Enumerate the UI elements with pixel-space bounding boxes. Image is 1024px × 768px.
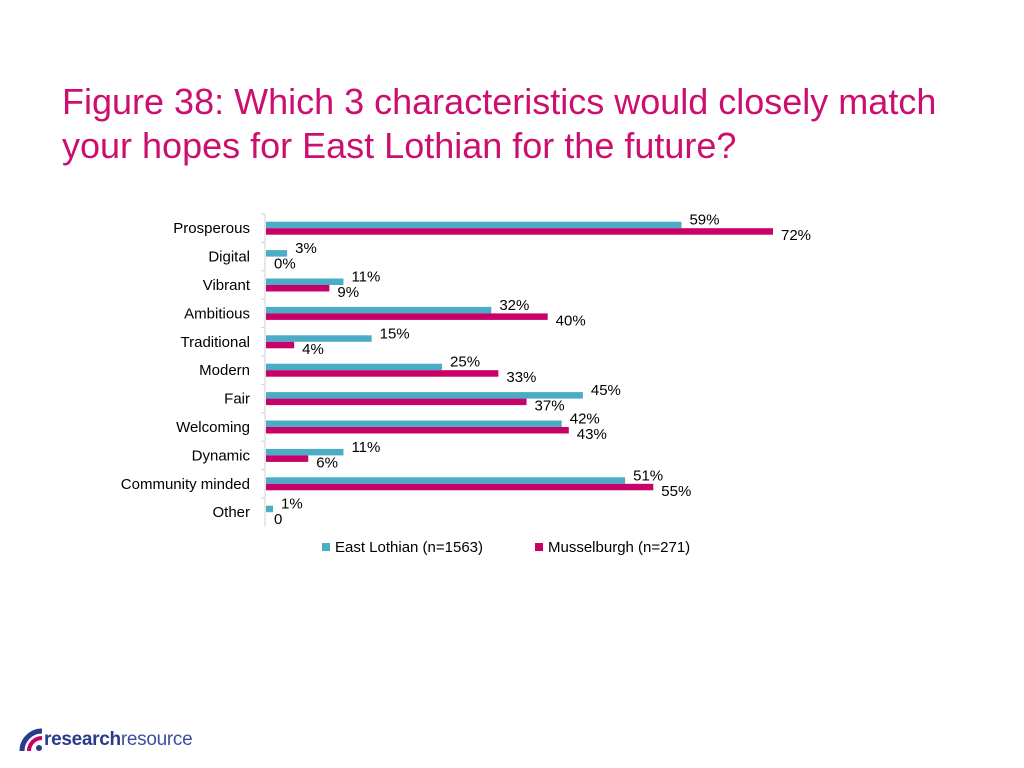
category-label: Digital	[208, 249, 250, 266]
category-label: Traditional	[181, 334, 250, 351]
bar-east-lothian	[266, 477, 626, 484]
category-label: Dynamic	[192, 447, 251, 464]
category-label: Modern	[199, 362, 250, 379]
value-label-east-lothian: 11%	[351, 269, 380, 286]
bar-east-lothian	[266, 420, 562, 427]
value-label-musselburgh: 0%	[274, 256, 296, 273]
category-label: Other	[212, 504, 250, 521]
legend-swatch-east-lothian	[322, 543, 330, 551]
logo-icon	[19, 728, 43, 752]
page-title: Figure 38: Which 3 characteristics would…	[62, 81, 937, 166]
value-label-musselburgh: 40%	[556, 312, 586, 329]
category-label: Vibrant	[203, 277, 251, 294]
bar-musselburgh	[266, 341, 295, 349]
logo-text-light: resource	[120, 729, 193, 750]
value-label-musselburgh: 55%	[661, 483, 691, 500]
bar-east-lothian	[266, 363, 443, 371]
value-labels: 59%72%3%0%11%9%32%40%15%4%25%33%45%37%42…	[274, 212, 811, 529]
research-resource-logo: researchresource	[18, 722, 193, 758]
value-label-musselburgh: 6%	[316, 454, 338, 471]
bar-east-lothian	[266, 278, 344, 285]
value-label-east-lothian: 1%	[281, 496, 303, 513]
bar-musselburgh	[266, 483, 654, 491]
chart-axis	[261, 213, 266, 527]
bar-musselburgh	[266, 228, 773, 235]
category-label: Welcoming	[176, 419, 250, 436]
logo-text: researchresource	[44, 729, 193, 751]
bar-east-lothian	[266, 306, 492, 314]
bar-east-lothian	[266, 392, 583, 399]
value-label-east-lothian: 25%	[450, 354, 480, 371]
bars	[266, 221, 773, 513]
bar-musselburgh	[266, 455, 309, 462]
category-labels: Prosperous Digital Vibrant Ambitious Traditi…	[121, 220, 251, 521]
value-label-east-lothian: 59%	[689, 212, 719, 229]
logo-text-bold: research	[44, 729, 121, 750]
value-label-musselburgh: 33%	[506, 369, 536, 386]
bar-musselburgh	[266, 313, 548, 320]
legend: East Lothian (n=1563) Musselburgh (n=271)	[322, 539, 690, 556]
value-label-east-lothian: 3%	[295, 240, 317, 257]
legend-swatch-musselburgh	[535, 543, 543, 551]
bar-east-lothian	[266, 221, 682, 229]
value-label-east-lothian: 51%	[633, 467, 663, 484]
bar-musselburgh	[266, 398, 527, 406]
bar-musselburgh	[266, 427, 569, 434]
bar-musselburgh	[266, 370, 499, 377]
value-label-musselburgh: 43%	[577, 426, 607, 443]
bar-east-lothian	[266, 505, 274, 513]
bar-east-lothian	[266, 448, 344, 456]
value-label-east-lothian: 11%	[351, 439, 380, 456]
value-label-east-lothian: 32%	[499, 297, 529, 314]
value-label-musselburgh: 37%	[535, 398, 565, 415]
value-label-east-lothian: 45%	[591, 382, 621, 399]
bar-musselburgh	[266, 285, 330, 292]
category-label: Community minded	[121, 476, 250, 493]
category-label: Prosperous	[173, 220, 250, 237]
legend-label-east-lothian: East Lothian (n=1563)	[335, 539, 483, 556]
category-label: Ambitious	[184, 305, 250, 322]
value-label-east-lothian: 42%	[570, 411, 600, 428]
value-label-musselburgh: 72%	[781, 227, 811, 244]
category-label: Fair	[224, 391, 250, 408]
legend-label-musselburgh: Musselburgh (n=271)	[548, 539, 690, 556]
bar-east-lothian	[266, 335, 372, 342]
bar-east-lothian	[266, 250, 288, 257]
value-label-musselburgh: 0	[274, 511, 282, 528]
value-label-musselburgh: 9%	[337, 284, 359, 301]
value-label-east-lothian: 15%	[380, 325, 410, 342]
value-label-musselburgh: 4%	[302, 341, 324, 358]
